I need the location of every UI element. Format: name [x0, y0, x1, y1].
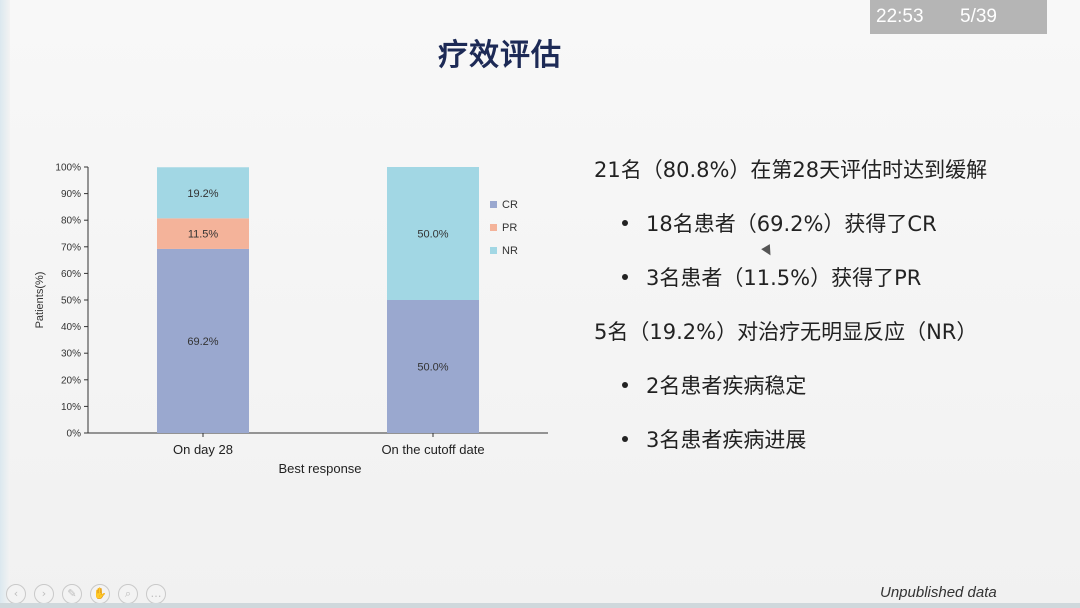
bar-segment-nr [157, 167, 249, 219]
page-counter: 5/39 [960, 6, 997, 27]
data-label: 69.2% [187, 336, 218, 348]
bullet-dot [622, 220, 628, 226]
y-tick-label: 40% [61, 322, 81, 333]
legend-label: PR [502, 222, 517, 234]
data-label: 50.0% [417, 229, 448, 241]
slide-title: 疗效评估 [438, 38, 562, 73]
y-tick-label: 0% [67, 429, 82, 440]
y-tick-label: 20% [61, 375, 81, 386]
legend-swatch-pr [490, 224, 497, 231]
y-tick-label: 50% [61, 296, 81, 307]
bullet-item: 2名患者疾病稳定 [646, 374, 807, 398]
slide-edge [0, 0, 10, 608]
bar-segment-cr [157, 248, 249, 433]
y-tick-label: 60% [61, 269, 81, 280]
y-tick-label: 100% [55, 163, 81, 174]
y-axis-label: Patients(%) [34, 272, 46, 329]
y-tick-label: 30% [61, 349, 81, 360]
bullet-dot [622, 382, 628, 388]
bullet-item: 18名患者（69.2%）获得了CR [646, 212, 937, 236]
legend-label: NR [502, 245, 518, 257]
zoom-icon[interactable]: ⌕ [118, 584, 138, 604]
bottom-bar [0, 603, 1080, 608]
data-label: 50.0% [417, 362, 448, 374]
bullet-dot [622, 436, 628, 442]
y-tick-label: 70% [61, 242, 81, 253]
bullet-item: 3名患者（11.5%）获得了PR [646, 266, 922, 290]
pen-icon[interactable]: ✎ [62, 584, 82, 604]
prev-icon[interactable]: ‹ [6, 584, 26, 604]
legend-swatch-nr [490, 247, 497, 254]
next-icon[interactable]: › [34, 584, 54, 604]
bar-segment-pr [157, 218, 249, 249]
bar-segment-cr [387, 300, 479, 433]
y-tick-label: 10% [61, 402, 81, 413]
bullet-dot [622, 274, 628, 280]
data-label: 19.2% [187, 188, 218, 200]
bullet-item: 5名（19.2%）对治疗无明显反应（NR） [594, 320, 978, 344]
bar-segment-nr [387, 167, 479, 300]
footnote: Unpublished data [880, 584, 997, 601]
x-tick-label: On the cutoff date [381, 442, 484, 457]
y-tick-label: 90% [61, 189, 81, 200]
bullet-item: 21名（80.8%）在第28天评估时达到缓解 [594, 158, 988, 182]
x-tick-label: On day 28 [173, 442, 233, 457]
more-icon[interactable]: … [146, 584, 166, 604]
highlighter-icon[interactable]: ✋ [90, 584, 110, 604]
bullet-item: 3名患者疾病进展 [646, 428, 807, 452]
legend-swatch-cr [490, 201, 497, 208]
clock: 22:53 [876, 6, 924, 27]
stacked-bar-chart: 0% 10% 20% 30% 40% 50% 60% 70% 80% 90% 100% Patient… [34, 163, 548, 476]
data-label: 11.5% [188, 229, 219, 241]
presentation-status-overlay: 22:53 5/39 [870, 0, 1047, 34]
y-tick-label: 80% [61, 216, 81, 227]
x-axis-label: Best response [278, 461, 361, 476]
legend-label: CR [502, 199, 518, 211]
